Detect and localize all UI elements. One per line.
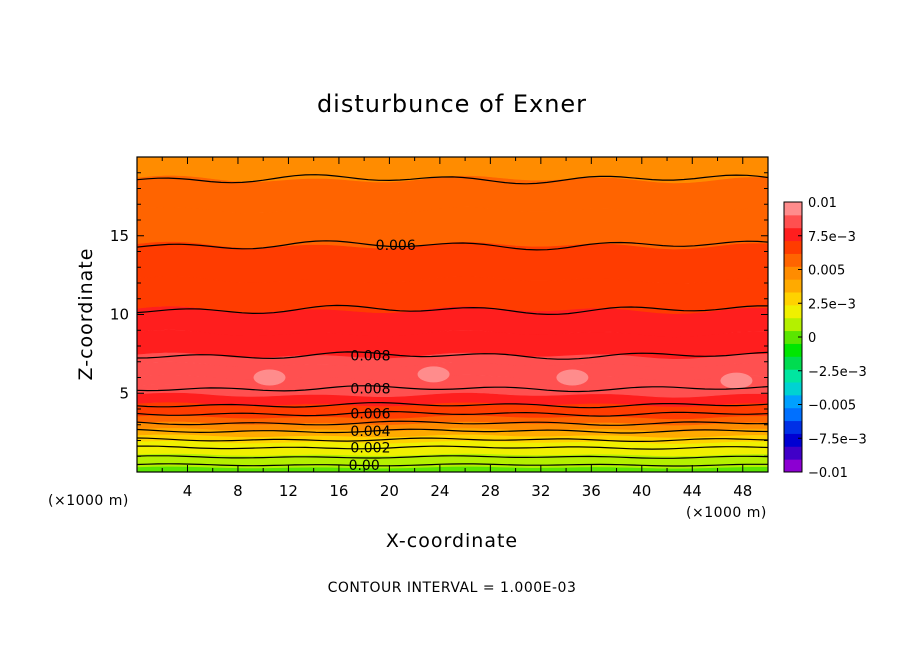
- colorbar-tick-label: 2.5e−3: [808, 297, 856, 312]
- colorbar-swatch: [784, 369, 802, 383]
- colorbar-swatch: [784, 356, 802, 370]
- x-tick-label: 12: [279, 482, 298, 500]
- colorbar-swatch: [784, 317, 802, 332]
- colorbar-swatch: [784, 240, 802, 254]
- x-tick-label: 28: [481, 482, 500, 500]
- x-tick-label: 24: [430, 482, 449, 500]
- colorbar-swatch: [784, 330, 802, 344]
- colorbar-swatch: [784, 279, 802, 293]
- maximum-spot: [556, 369, 589, 386]
- colorbar-swatch: [784, 292, 802, 306]
- colorbar-tick-label: 0: [808, 331, 816, 346]
- contour-label: 0.006: [376, 238, 416, 254]
- contour-line: [137, 240, 768, 251]
- y-tick-label: 15: [110, 227, 129, 245]
- colorbar-swatch: [784, 202, 802, 216]
- colorbar-swatch: [784, 433, 802, 447]
- x-tick-label: 36: [582, 482, 601, 500]
- colorbar-tick-label: −7.5e−3: [808, 432, 867, 447]
- contour-line: [137, 463, 768, 467]
- x-axis-ticks: 4 8 12 16 20 24 28 32 36 40 44 48: [161, 157, 752, 500]
- colorbar-tick-label: 0.005: [808, 264, 845, 279]
- colorbar-swatch: [784, 343, 802, 357]
- contour-label: 0.004: [350, 424, 390, 440]
- contour-line: [137, 174, 768, 185]
- contour-label: 0.00: [349, 458, 380, 474]
- x-tick-label: 32: [531, 482, 550, 500]
- colorbar-swatch: [784, 266, 802, 280]
- maximum-spot: [253, 369, 286, 386]
- colorbar-tick-labels: 0.01 7.5e−3 0.005 2.5e−3 0 −2.5e−3 −0.005 −7.5e…: [798, 196, 867, 481]
- y-tick-label: 5: [119, 384, 129, 402]
- colorbar-swatch: [784, 394, 802, 409]
- maximum-spots: [253, 366, 753, 389]
- colorbar: [783, 201, 803, 473]
- x-tick-label: 8: [233, 482, 243, 500]
- contour-label: 0.008: [350, 348, 390, 364]
- maximum-spot: [417, 366, 450, 383]
- colorbar-swatch: [784, 382, 802, 396]
- colorbar-swatch: [784, 227, 802, 242]
- colorbar-swatch: [784, 253, 802, 267]
- y-axis-label: Z-coordinate: [75, 248, 97, 381]
- colorbar-tick-label: −0.01: [808, 466, 848, 481]
- contour-line: [137, 437, 768, 442]
- x-tick-label: 40: [632, 482, 651, 500]
- y-tick-label: 10: [110, 306, 129, 324]
- contour-label: 0.002: [350, 441, 390, 457]
- colorbar-swatch: [784, 214, 802, 229]
- contour-lines: [137, 174, 768, 467]
- maximum-spot: [720, 372, 753, 389]
- contour-line: [137, 455, 768, 459]
- contour-interval-note: CONTOUR INTERVAL = 1.000E-03: [328, 580, 577, 596]
- contour-label: 0.006: [350, 407, 390, 423]
- colorbar-swatch: [784, 459, 802, 473]
- x-tick-label: 4: [183, 482, 193, 500]
- colorbar-swatch: [784, 304, 802, 319]
- x-tick-label: 44: [683, 482, 702, 500]
- contour-line: [137, 401, 768, 409]
- colorbar-swatch: [784, 420, 802, 434]
- colorbar-tick-label: 7.5e−3: [808, 230, 856, 245]
- contour-line: [137, 445, 768, 450]
- x-axis-label: X-coordinate: [386, 530, 518, 552]
- colorbar-swatch: [784, 407, 802, 422]
- colorbar-tick-label: −2.5e−3: [808, 365, 867, 380]
- colorbar-swatch: [784, 446, 802, 460]
- contour-line: [137, 410, 768, 417]
- contour-line: [137, 385, 768, 393]
- colorbar-tick-label: 0.01: [808, 196, 837, 211]
- contour-line: [137, 428, 768, 434]
- contour-label: 0.008: [350, 382, 390, 398]
- contour-line: [137, 351, 768, 360]
- chart-title: disturbunce of Exner: [317, 90, 587, 118]
- x-tick-label: 20: [380, 482, 399, 500]
- filled-contour-bands: [137, 157, 768, 472]
- y-axis-ticks: 5 10 15: [110, 172, 768, 457]
- x-unit-right: (×1000 m): [686, 505, 767, 521]
- colorbar-tick-label: −0.005: [808, 399, 856, 414]
- contour-line: [137, 420, 768, 426]
- x-tick-label: 16: [329, 482, 348, 500]
- contour-line: [137, 304, 768, 316]
- x-tick-label: 48: [733, 482, 752, 500]
- x-unit-left: (×1000 m): [48, 493, 129, 509]
